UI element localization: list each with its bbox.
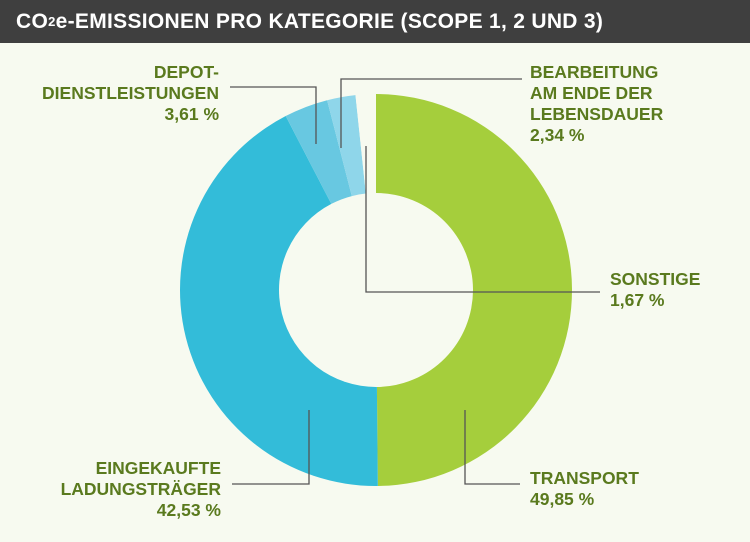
slice-sonstige [355,94,376,194]
chart-title: CO 2 e-EMISSIONEN PRO KATEGORIE (SCOPE 1, … [0,0,750,43]
label-depot_dienstleistungen-name-line: DIENSTLEISTUNGEN [42,83,219,103]
slice-eingekaufte_ladungstraeger [179,116,378,487]
label-bearbeitung: BEARBEITUNG AM ENDE DER LEBENSDAUER 2,34 % [530,62,664,145]
leader-lines [230,78,600,485]
slice-labels: TRANSPORT 49,85 % EINGEKAUFTE LADUNGSTRÄGER… [42,62,700,520]
label-sonstige-name-line: SONSTIGE [610,269,700,289]
donut-slices [179,94,573,487]
label-sonstige: SONSTIGE 1,67 % [610,269,700,310]
label-transport-value: 49,85 % [530,489,595,509]
leader-line-bearbeitung [340,78,522,148]
title-subscript: 2 [48,14,56,29]
label-transport: TRANSPORT 49,85 % [530,468,639,509]
label-bearbeitung-name-line: AM ENDE DER [530,83,653,103]
label-eingekaufte_ladungstraeger-value: 42,53 % [157,500,222,520]
label-depot_dienstleistungen: DEPOT-DIENSTLEISTUNGEN 3,61 % [42,62,219,124]
label-eingekaufte_ladungstraeger-name-line: EINGEKAUFTE [96,458,221,478]
leader-line-depot_dienstleistungen [230,86,317,144]
slice-depot_dienstleistungen [285,100,352,204]
label-depot_dienstleistungen-name-line: DEPOT- [154,62,219,82]
leader-line-sonstige [365,146,600,293]
title-suffix: e-EMISSIONEN PRO KATEGORIE (SCOPE 1, 2 U… [55,9,604,33]
label-bearbeitung-name-line: LEBENSDAUER [530,104,664,124]
label-sonstige-value: 1,67 % [610,290,665,310]
slice-transport [376,94,573,486]
label-eingekaufte_ladungstraeger-name-line: LADUNGSTRÄGER [61,479,222,499]
leader-line-transport [464,410,520,485]
label-eingekaufte_ladungstraeger: EINGEKAUFTE LADUNGSTRÄGER 42,53 % [61,458,222,520]
slice-bearbeitung [327,95,366,197]
leader-line-eingekaufte_ladungstraeger [232,410,310,485]
title-prefix: CO [16,9,49,33]
label-transport-name-line: TRANSPORT [530,468,639,488]
label-bearbeitung-name-line: BEARBEITUNG [530,62,658,82]
label-depot_dienstleistungen-value: 3,61 % [165,104,220,124]
label-bearbeitung-value: 2,34 % [530,125,585,145]
